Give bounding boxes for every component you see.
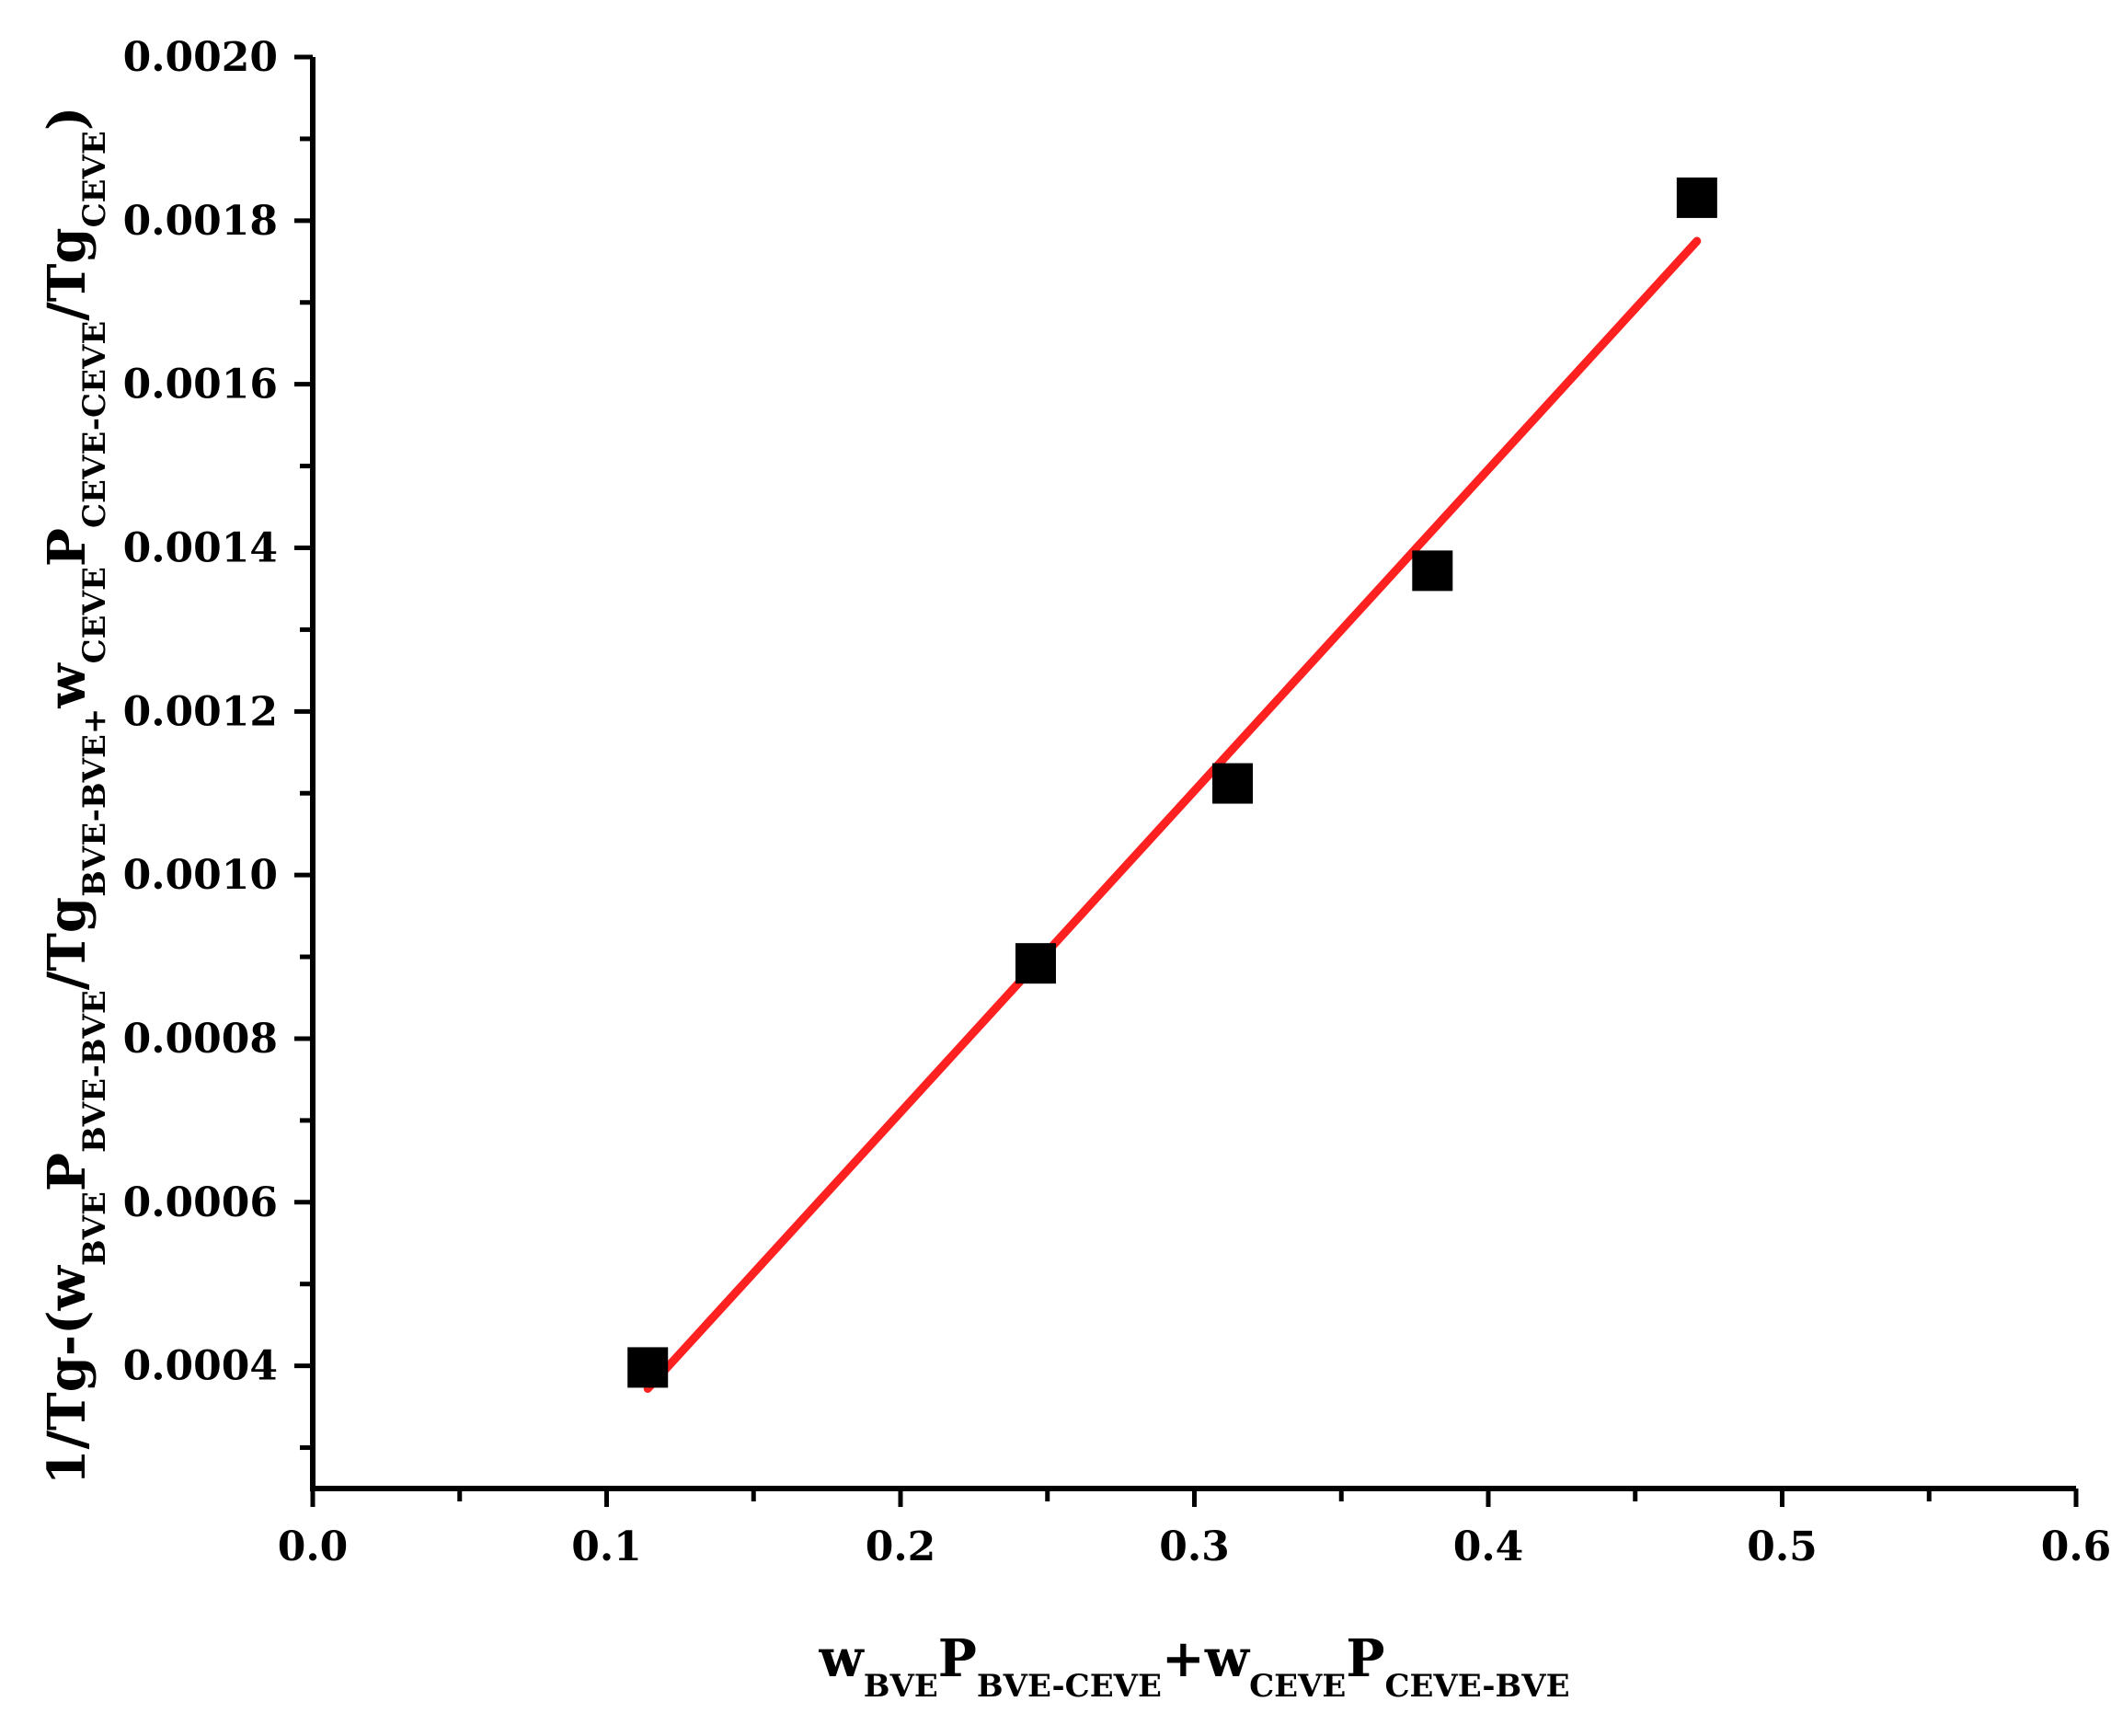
- x-tick-label: 0.1: [571, 1523, 642, 1570]
- x-tick-label: 0.6: [2041, 1523, 2111, 1570]
- y-tick-label: 0.0010: [123, 852, 278, 899]
- y-tick-label: 0.0006: [123, 1179, 278, 1226]
- x-tick-label: 0.5: [1747, 1523, 1818, 1570]
- data-point: [1676, 177, 1717, 218]
- y-tick-label: 0.0012: [123, 688, 278, 735]
- data-point: [1412, 550, 1453, 592]
- data-point: [1212, 763, 1254, 804]
- y-tick-label: 0.0016: [123, 362, 278, 408]
- y-tick-label: 0.0004: [123, 1343, 278, 1390]
- x-tick-label: 0.3: [1159, 1523, 1230, 1570]
- fit-line: [643, 236, 1702, 1394]
- x-tick-label: 0.4: [1453, 1523, 1524, 1570]
- x-tick-label: 0.0: [278, 1523, 349, 1570]
- y-tick-label: 0.0008: [123, 1016, 278, 1063]
- y-tick-label: 0.0020: [123, 34, 278, 81]
- data-point: [1015, 943, 1056, 984]
- x-axis-title: wBVEPBVE-CEVE+wCEVEPCEVE-BVE: [819, 1628, 1570, 1705]
- x-tick-label: 0.2: [866, 1523, 936, 1570]
- y-axis-title: 1/Tg-(wBVEPBVE-BVE/TgBVE-BVE+wCEVEPCEVE-…: [37, 107, 113, 1486]
- y-tick-label: 0.0014: [123, 524, 278, 571]
- y-tick-label: 0.0018: [123, 198, 278, 245]
- data-point: [627, 1347, 669, 1388]
